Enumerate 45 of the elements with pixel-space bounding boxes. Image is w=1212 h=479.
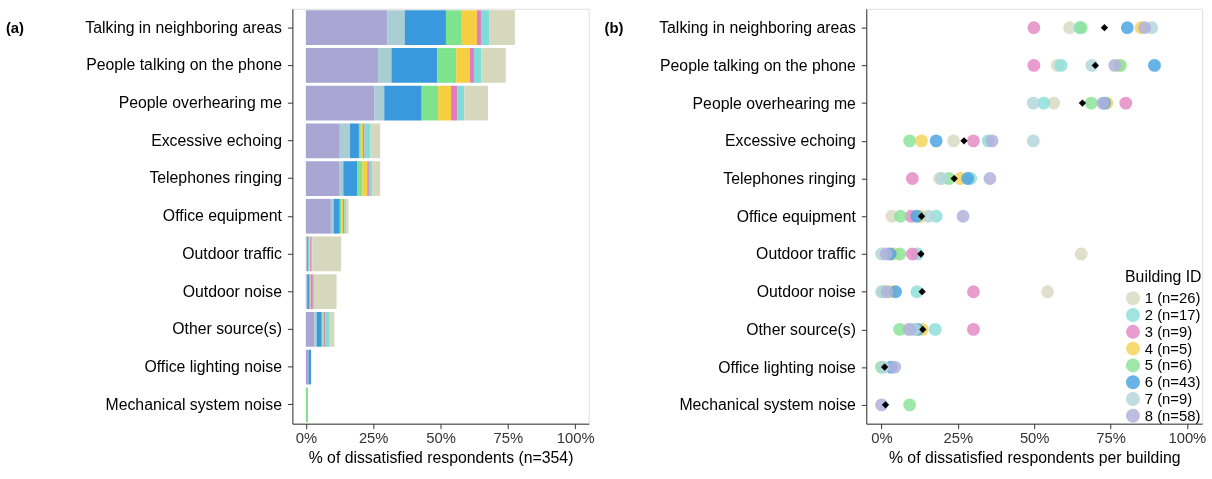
x-tick-label: 0%: [871, 429, 893, 446]
legend-label: 2 (n=17): [1144, 306, 1201, 323]
x-axis-title: % of dissatisfied respondents per building: [888, 448, 1181, 466]
y-tick-label: Excessive echoing: [725, 132, 856, 150]
y-tick-label: People talking on the phone: [86, 56, 283, 74]
y-tick-label: Office equipment: [162, 207, 283, 225]
y-tick-label: Mechanical system noise: [679, 396, 857, 414]
y-tick-label: Telephones ringing: [723, 169, 856, 187]
y-tick-label: Talking in neighboring areas: [85, 18, 283, 36]
x-tick-label: 75%: [493, 429, 524, 446]
x-tick-label: 50%: [1019, 429, 1050, 446]
y-tick-label: People overhearing me: [118, 94, 283, 112]
y-tick-label: Office lighting noise: [144, 358, 283, 376]
y-tick-label: Other source(s): [746, 320, 856, 338]
y-tick-label: Office equipment: [736, 207, 857, 225]
legend-label: 3 (n=9): [1144, 323, 1193, 340]
x-tick-label: 25%: [943, 429, 974, 446]
x-tick-label: 50%: [426, 429, 456, 446]
y-tick-label: People overhearing me: [692, 94, 857, 112]
y-tick-label: Telephones ringing: [149, 169, 283, 187]
y-tick-label: Outdoor noise: [182, 282, 283, 300]
x-tick-label: 100%: [556, 429, 595, 446]
x-tick-label: 100%: [1168, 429, 1207, 446]
x-tick-label: 75%: [1096, 429, 1126, 446]
y-tick-label: Outdoor noise: [756, 283, 857, 301]
legend-label: 6 (n=43): [1144, 374, 1201, 391]
legend-label: 4 (n=5): [1144, 340, 1193, 357]
y-tick-label: Outdoor traffic: [756, 245, 856, 263]
legend-label: 1 (n=26): [1144, 290, 1201, 307]
text: (a): [5, 19, 25, 36]
legend-title: Building ID: [1125, 268, 1202, 286]
text: (b): [604, 19, 624, 36]
y-tick-label: Talking in neighboring areas: [659, 19, 856, 37]
y-tick-label: Outdoor traffic: [182, 244, 283, 262]
y-tick-label: Other source(s): [172, 320, 283, 338]
x-tick-label: 25%: [358, 429, 389, 446]
x-axis-title: % of dissatisfied respondents (n=354): [308, 448, 574, 466]
y-tick-label: Mechanical system noise: [105, 395, 283, 413]
legend-label: 8 (n=58): [1144, 407, 1201, 424]
y-tick-label: Office lighting noise: [718, 358, 857, 376]
legend-label: 5 (n=6): [1144, 357, 1193, 374]
y-tick-label: People talking on the phone: [660, 56, 857, 74]
x-tick-label: 0%: [295, 429, 318, 446]
y-tick-label: Excessive echoing: [151, 131, 283, 149]
legend-label: 7 (n=9): [1144, 390, 1193, 407]
